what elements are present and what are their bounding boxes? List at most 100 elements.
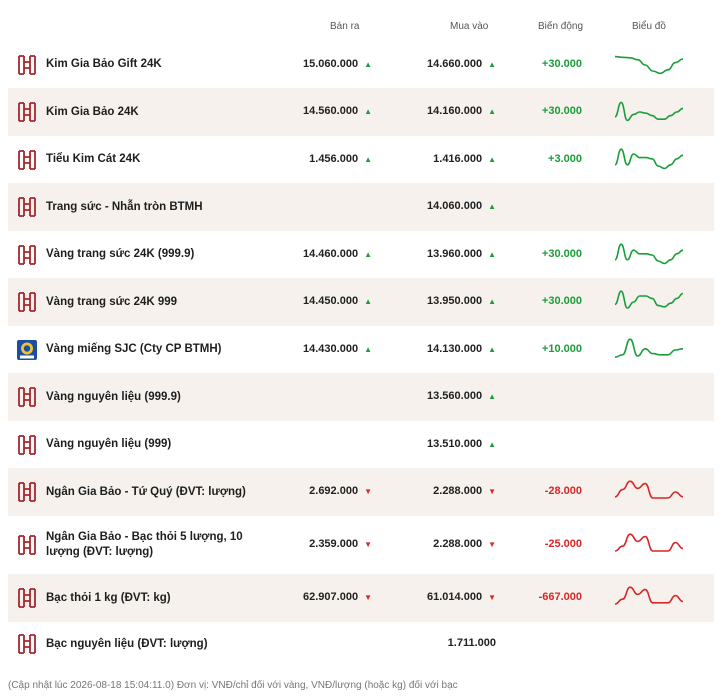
sparkline-path (614, 101, 684, 122)
btmh-logo-icon (16, 481, 38, 503)
arrow-up-icon: ▲ (364, 59, 372, 69)
sparkline-path (614, 480, 684, 499)
table-row[interactable]: Kim Gia Bảo Gift 24K 15.060.000 ▲ 14.660.00… (8, 41, 714, 88)
btmh-logo-icon (16, 386, 38, 408)
price-change: -25.000 (544, 538, 582, 550)
header-chart: Biểu đồ (632, 21, 666, 32)
sparkline-path (614, 337, 684, 358)
product-name: Vàng nguyên liệu (999.9) (46, 390, 181, 403)
arrow-down-icon: ▼ (488, 593, 496, 602)
buy-price: 14.160.000 ▲ (427, 105, 496, 117)
arrow-up-icon: ▲ (364, 297, 372, 306)
sparkline-chart (614, 101, 684, 122)
buy-price: 13.960.000 ▲ (427, 247, 496, 260)
arrow-up-icon: ▲ (364, 107, 372, 116)
arrow-up-icon: ▲ (488, 392, 496, 401)
btmh-logo-icon (16, 149, 38, 171)
sparkline-chart (614, 480, 684, 499)
update-footer: (Cập nhật lúc 2026-08-18 15:04:11.0) Đơn… (8, 680, 458, 691)
sell-price: 2.692.000 ▼ (309, 485, 372, 497)
sparkline-chart (614, 586, 684, 605)
buy-price: 14.130.000 ▲ (427, 342, 496, 355)
sparkline-chart (614, 242, 684, 264)
sell-price: 1.456.000 ▲ (309, 152, 372, 165)
table-row[interactable]: Kim Gia Bảo 24K 14.560.000 ▲ 14.160.000 ▲ +30… (8, 88, 714, 136)
buy-price: 1.416.000 ▲ (433, 152, 496, 165)
sparkline-path (614, 290, 684, 309)
buy-price: 2.288.000 ▼ (433, 538, 496, 550)
price-change: +3.000 (548, 152, 582, 165)
table-row[interactable]: Bạc nguyên liệu (ĐVT: lượng) 1.711.000 (8, 622, 714, 666)
arrow-up-icon: ▲ (488, 59, 496, 69)
table-row[interactable]: Ngân Gia Bảo - Bạc thỏi 5 lượng, 10 lượn… (8, 516, 714, 574)
sparkline-path (614, 147, 684, 169)
product-name: Trang sức - Nhẫn tròn BTMH (46, 200, 203, 213)
sparkline-path (614, 55, 684, 74)
arrow-up-icon: ▲ (488, 344, 496, 354)
header-change: Biến động (538, 21, 584, 32)
table-row[interactable]: Bạc thỏi 1 kg (ĐVT: kg) 62.907.000 ▼ 61.014… (8, 574, 714, 622)
btmh-logo-icon (16, 101, 38, 123)
table-row[interactable]: Vàng miếng SJC (Cty CP BTMH) 14.430.000 ▲ 1… (8, 326, 714, 373)
arrow-up-icon: ▲ (364, 249, 372, 259)
sparkline-chart (614, 533, 684, 552)
arrow-down-icon: ▼ (364, 593, 372, 602)
arrow-up-icon: ▲ (488, 107, 496, 116)
buy-price: 13.950.000 ▲ (427, 295, 496, 307)
product-name: Vàng miếng SJC (Cty CP BTMH) (46, 343, 222, 355)
sell-price: 14.450.000 ▲ (303, 295, 372, 307)
header-buy: Mua vào (450, 21, 489, 32)
product-name: Ngân Gia Bảo - Tứ Quý (ĐVT: lượng) (46, 485, 246, 498)
table-row[interactable]: Vàng nguyên liệu (999.9) 13.560.000 ▲ (8, 373, 714, 421)
table-row[interactable]: Ngân Gia Bảo - Tứ Quý (ĐVT: lượng) 2.692.… (8, 468, 714, 516)
btmh-logo-icon (16, 54, 38, 76)
buy-price: 14.060.000 ▲ (427, 200, 496, 212)
product-name: Vàng trang sức 24K (999.9) (46, 248, 195, 260)
arrow-up-icon: ▲ (488, 249, 496, 259)
sjc-logo-icon (16, 339, 38, 361)
arrow-up-icon: ▲ (488, 439, 496, 449)
table-header: Bán ra Mua vào Biến động Biểu đồ (8, 10, 714, 41)
price-change: +10.000 (541, 342, 582, 355)
table-row[interactable]: Trang sức - Nhẫn tròn BTMH 14.060.000 ▲ (8, 183, 714, 231)
buy-price: 2.288.000 ▼ (433, 485, 496, 497)
buy-price: 14.660.000 ▲ (427, 57, 496, 70)
btmh-logo-icon (16, 244, 38, 266)
table-body: Kim Gia Bảo Gift 24K 15.060.000 ▲ 14.660.00… (8, 41, 714, 666)
price-change: +30.000 (541, 247, 582, 260)
btmh-logo-icon (16, 434, 38, 456)
arrow-down-icon: ▼ (364, 487, 372, 496)
sell-price: 62.907.000 ▼ (303, 591, 372, 603)
price-change: +30.000 (541, 105, 582, 117)
arrow-up-icon: ▲ (364, 344, 372, 354)
table-row[interactable]: Vàng nguyên liệu (999) 13.510.000 ▲ (8, 421, 714, 468)
arrow-down-icon: ▼ (488, 487, 496, 496)
sell-price: 2.359.000 ▼ (309, 538, 372, 550)
sell-price: 14.560.000 ▲ (303, 105, 372, 117)
table-row[interactable]: Tiểu Kim Cát 24K 1.456.000 ▲ 1.416.000 ▲ +3.0… (8, 136, 714, 183)
sell-price: 14.430.000 ▲ (303, 342, 372, 355)
sell-price: 15.060.000 ▲ (303, 57, 372, 70)
arrow-down-icon: ▼ (364, 540, 372, 549)
buy-price: 13.510.000 ▲ (427, 437, 496, 450)
sparkline-path (614, 242, 684, 264)
btmh-logo-icon (16, 633, 38, 655)
arrow-down-icon: ▼ (488, 540, 496, 549)
product-name: Vàng trang sức 24K 999 (46, 295, 178, 308)
sparkline-path (614, 533, 684, 552)
header-sell: Bán ra (330, 21, 360, 32)
product-name: Kim Gia Bảo Gift 24K (46, 58, 162, 70)
product-name: Vàng nguyên liệu (999) (46, 438, 172, 450)
sparkline-chart (614, 290, 684, 309)
price-change: +30.000 (541, 57, 582, 70)
arrow-up-icon: ▲ (488, 297, 496, 306)
btmh-logo-icon (16, 587, 38, 609)
btmh-logo-icon (16, 291, 38, 313)
sparkline-chart (614, 55, 684, 74)
buy-price: 61.014.000 ▼ (427, 591, 496, 603)
price-change: -667.000 (538, 591, 582, 603)
table-row[interactable]: Vàng trang sức 24K 999 14.450.000 ▲ 13.950.… (8, 278, 714, 326)
table-row[interactable]: Vàng trang sức 24K (999.9) 14.460.000 ▲ 13.… (8, 231, 714, 278)
sparkline-chart (614, 147, 684, 169)
sparkline-chart (614, 337, 684, 358)
